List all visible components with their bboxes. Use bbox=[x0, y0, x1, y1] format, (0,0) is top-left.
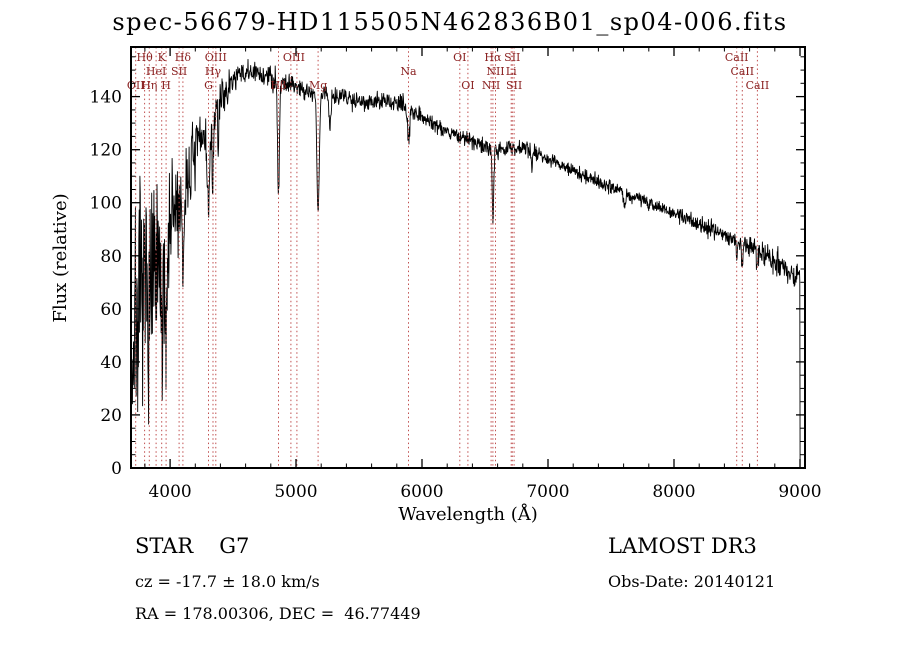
x-axis-label: Wavelength (Å) bbox=[398, 503, 538, 525]
spectral-line-label: OIII bbox=[205, 51, 227, 64]
spectral-line-label: OIII bbox=[283, 51, 305, 64]
y-tick-label: 100 bbox=[90, 194, 122, 214]
spectral-line-label: NII bbox=[482, 79, 500, 92]
y-tick-label: 140 bbox=[90, 88, 122, 108]
spectral-line-label: Na bbox=[400, 65, 417, 78]
obs-date-text: Obs-Date: 20140121 bbox=[608, 572, 776, 591]
x-tick-label: 6000 bbox=[400, 482, 443, 502]
spectral-line-label: SII bbox=[171, 65, 187, 78]
spectral-line-label: Li bbox=[506, 65, 517, 78]
y-tick-label: 20 bbox=[100, 406, 122, 426]
spectral-line-label: SII bbox=[506, 79, 522, 92]
spectral-line-label: NII bbox=[486, 65, 504, 78]
x-tick-label: 4000 bbox=[148, 482, 191, 502]
y-tick-label: 120 bbox=[90, 141, 122, 161]
spectrum-line bbox=[130, 58, 801, 469]
spectral-line-label: H bbox=[161, 79, 171, 92]
spectral-line-label: Hδ bbox=[175, 51, 192, 64]
spectral-line-label: SII bbox=[504, 51, 520, 64]
spectral-line-label: OI bbox=[461, 79, 474, 92]
spectral-line-label: CaII bbox=[746, 79, 770, 92]
spectral-line-label: OI bbox=[453, 51, 466, 64]
plot-frame bbox=[130, 46, 806, 469]
spectral-line-label: Hα bbox=[484, 51, 502, 64]
spectral-line-label: Hη bbox=[141, 79, 157, 92]
spectral-line-label: G bbox=[204, 79, 213, 92]
spectral-line-label: K bbox=[158, 51, 167, 64]
radial-velocity-text: cz = -17.7 ± 18.0 km/s bbox=[135, 572, 320, 591]
spectral-line-label: CaII bbox=[730, 65, 754, 78]
spectral-line-label: HeI bbox=[146, 65, 166, 78]
plot-title: spec-56679-HD115505N462836B01_sp04-006.f… bbox=[112, 8, 788, 36]
y-tick-label: 40 bbox=[100, 353, 122, 373]
x-tick-label: 5000 bbox=[274, 482, 317, 502]
classification-text: STAR bbox=[135, 534, 194, 558]
y-tick-label: 60 bbox=[100, 300, 122, 320]
spectral-line-label: CaII bbox=[725, 51, 749, 64]
classification-line: STAR G7 bbox=[135, 534, 249, 558]
y-tick-label: 0 bbox=[111, 459, 122, 479]
survey-text: LAMOST DR3 bbox=[608, 534, 757, 558]
spectral-line-label: Hγ bbox=[205, 65, 222, 78]
spectral-line-label: Mg bbox=[309, 79, 327, 92]
ra-dec-text: RA = 178.00306, DEC = 46.77449 bbox=[135, 604, 421, 623]
y-axis-label: Flux (relative) bbox=[50, 193, 71, 322]
y-tick-label: 80 bbox=[100, 247, 122, 267]
x-tick-label: 9000 bbox=[778, 482, 821, 502]
x-tick-label: 7000 bbox=[526, 482, 569, 502]
x-tick-label: 8000 bbox=[652, 482, 695, 502]
spectral-line-label: Hβ bbox=[271, 79, 287, 92]
subclass-text: G7 bbox=[219, 534, 250, 558]
spectral-line-label: Hθ bbox=[136, 51, 153, 64]
